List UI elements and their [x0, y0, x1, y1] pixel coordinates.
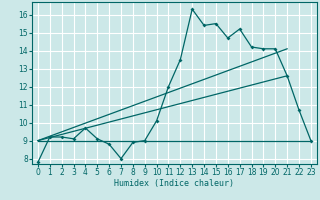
X-axis label: Humidex (Indice chaleur): Humidex (Indice chaleur) [115, 179, 234, 188]
